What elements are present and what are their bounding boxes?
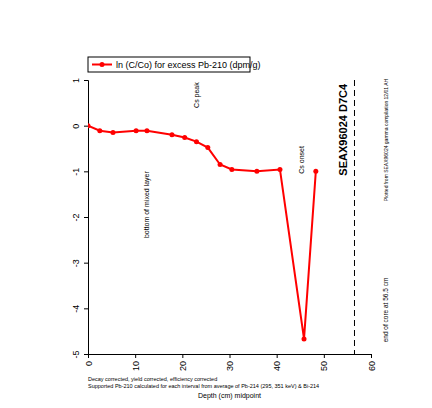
data-point — [144, 128, 149, 133]
data-point — [313, 169, 318, 174]
y-tick: -2 — [71, 213, 88, 221]
x-tick: 40 — [272, 354, 282, 371]
x-tick-label: 60 — [367, 361, 377, 371]
x-tick: 30 — [225, 354, 235, 371]
x-tick-mark — [277, 354, 278, 358]
x-tick: 60 — [367, 354, 377, 371]
y-tick-mark — [84, 263, 88, 264]
x-tick: 10 — [131, 354, 141, 371]
data-point — [169, 132, 174, 137]
x-tick-label: 20 — [178, 361, 188, 371]
data-point — [218, 162, 223, 167]
y-axis: 1 0 -1 -2 -3 -4 -5 — [71, 78, 89, 359]
x-tick-label: 50 — [319, 361, 329, 371]
note: Supported Pb-210 calculated for each int… — [88, 383, 319, 389]
side-note: Plotted from SEAX96024 gamma compilation… — [383, 78, 389, 201]
x-tick: 20 — [178, 354, 188, 371]
y-tick: -5 — [71, 350, 88, 358]
series-line — [88, 126, 316, 339]
data-point — [277, 167, 282, 172]
note: Decay corrected, yield corrected, effici… — [88, 376, 217, 382]
data-point — [182, 135, 187, 140]
plot-area — [88, 80, 354, 354]
data-point — [88, 123, 91, 128]
y-tick-mark — [84, 308, 88, 309]
data-point — [97, 128, 102, 133]
x-tick-label: 10 — [131, 361, 141, 371]
y-tick-label: -1 — [71, 168, 81, 176]
data-point — [229, 167, 234, 172]
y-tick-label: 1 — [71, 78, 81, 83]
side-note: end of core at 56.5 cm — [382, 278, 389, 343]
x-tick-label: 0 — [84, 361, 94, 366]
y-tick-label: -5 — [71, 350, 81, 358]
x-axis-line — [89, 355, 372, 359]
chart: 010203040506010-1-2-3-4-5ln (C/Co) for e… — [0, 0, 432, 408]
y-tick-mark — [84, 217, 88, 218]
y-tick-label: -2 — [71, 213, 81, 221]
y-tick-mark — [84, 126, 88, 127]
core-label: SEAX96024 D7C4 — [337, 83, 349, 176]
y-tick-label: -4 — [71, 305, 81, 313]
x-tick-mark — [324, 354, 325, 358]
legend-label: ln (C/Co) for excess Pb-210 (dpm/g) — [116, 60, 261, 70]
y-axis-line — [84, 81, 89, 355]
x-axis-title: Depth (cm) midpoint — [198, 392, 261, 400]
legend-marker — [100, 62, 105, 67]
x-tick: 0 — [84, 354, 94, 366]
y-tick-mark — [84, 354, 88, 355]
annotation: Cs onset — [298, 146, 305, 174]
y-tick-mark — [84, 80, 88, 81]
y-tick-mark — [84, 171, 88, 172]
x-axis: 0 10 20 30 40 50 60 — [84, 354, 377, 371]
reference-line — [354, 80, 355, 354]
x-tick-label: 40 — [272, 361, 282, 371]
y-tick: -4 — [71, 305, 88, 313]
x-tick-label: 30 — [225, 361, 235, 371]
y-tick: -1 — [71, 168, 88, 176]
x-tick: 50 — [319, 354, 329, 371]
y-tick-label: -3 — [71, 259, 81, 267]
data-point — [205, 145, 210, 150]
data-point — [194, 139, 199, 144]
x-tick-mark — [230, 354, 231, 358]
data-point — [134, 128, 139, 133]
annotation: Cs peak — [193, 82, 201, 108]
x-tick-mark — [135, 354, 136, 358]
data-point — [254, 169, 259, 174]
x-tick-mark — [182, 354, 183, 358]
legend: ln (C/Co) for excess Pb-210 (dpm/g) — [88, 57, 261, 72]
y-tick: 0 — [71, 124, 88, 129]
annotation: bottom of mixed layer — [143, 171, 151, 239]
data-point — [302, 336, 307, 341]
y-tick: -3 — [71, 259, 88, 267]
x-tick-mark — [371, 354, 372, 358]
y-tick: 1 — [71, 78, 88, 83]
data-point — [110, 130, 115, 135]
y-tick-label: 0 — [71, 124, 81, 129]
